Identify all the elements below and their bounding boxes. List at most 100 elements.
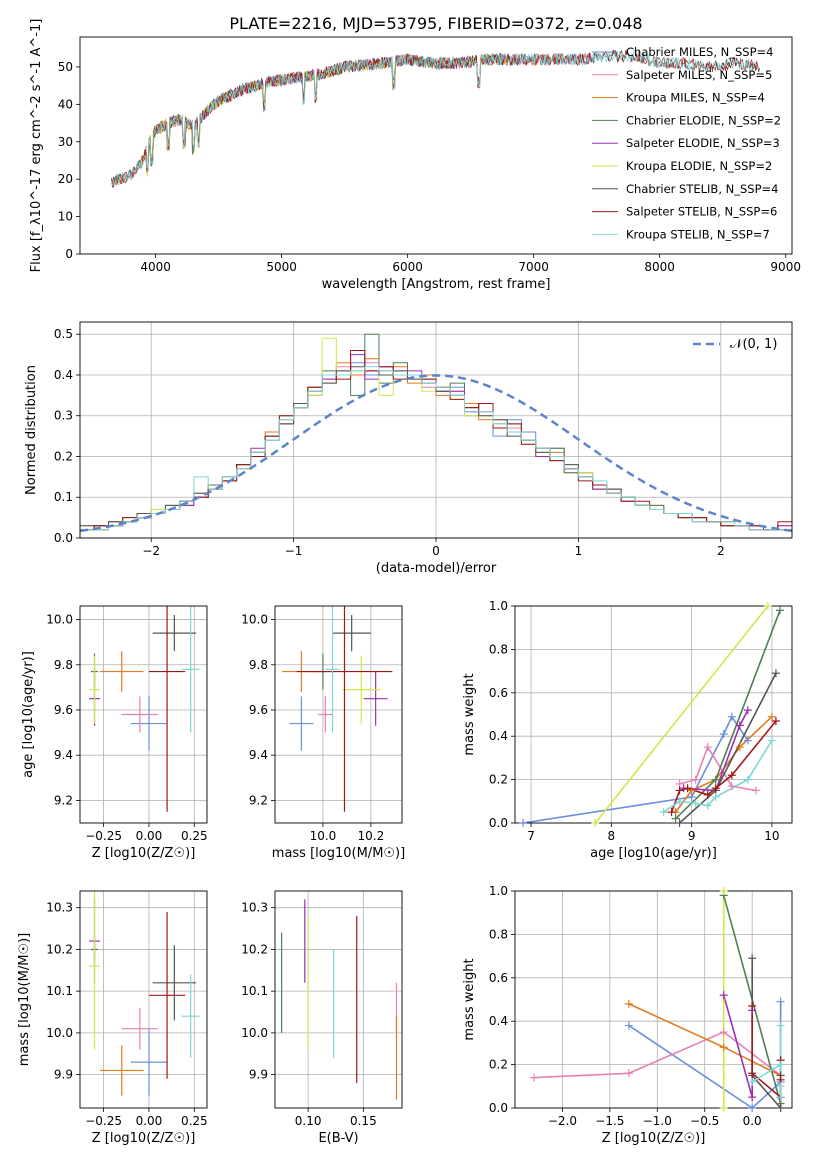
- age_vs_z-ytick-label: 10.0: [46, 613, 73, 627]
- mass_vs_z-ytick-label: 9.9: [54, 1068, 73, 1082]
- residuals-histogram-step: [80, 366, 792, 538]
- residuals-gauss-curve: [80, 374, 792, 533]
- weight_vs_z-point-marker: [748, 954, 757, 963]
- mass_vs_z-xtick-label: −0.25: [85, 1114, 122, 1128]
- weight_vs_z-point-marker: [776, 1104, 785, 1112]
- spectrum-ytick-label: 0: [65, 247, 73, 261]
- residuals-plot-area: [80, 333, 792, 538]
- weight_vs_z-point-marker: [748, 1069, 757, 1078]
- age_vs_z-xtick-label: −0.25: [85, 829, 122, 843]
- weight_vs_age-point-marker: [519, 819, 528, 827]
- weight_vs_z-ytick-label: 0.4: [489, 1014, 508, 1028]
- weight_vs_age-point-marker: [675, 797, 684, 806]
- mass_vs_z-xtick-label: 0.00: [136, 1114, 163, 1128]
- weight_vs_z-ylabel: mass weight: [462, 958, 477, 1040]
- residuals-panel: −2 −1 0 1 2 0.0 0.1 0.2 0.3 0.4 0.5 (data-model)/er…: [24, 321, 793, 576]
- residuals-ytick-label: 0.0: [54, 531, 73, 545]
- weight_vs_z-point-marker: [776, 1093, 785, 1102]
- weight_vs_z-point-marker: [624, 1021, 633, 1030]
- weight_vs_z-point-marker: [776, 1082, 785, 1091]
- weight_vs_age-point-marker: [763, 602, 772, 610]
- weight_vs_z-series-line: [722, 994, 753, 1098]
- weight_vs_age-plot-area: [522, 606, 781, 823]
- weight_vs_age-series-line: [522, 715, 749, 823]
- weight_vs_age-point-marker: [735, 743, 744, 752]
- weight_vs_age-point-marker: [683, 784, 692, 793]
- weight_vs_age-point-marker: [703, 801, 712, 810]
- weight_vs_age-point-marker: [691, 775, 700, 784]
- spectrum-legend-label: Kroupa ELODIE, N_SSP=2: [626, 159, 772, 173]
- weight_vs_age-xtick-label: 9: [688, 829, 696, 843]
- weight_vs_age-point-marker: [659, 808, 668, 817]
- weight_vs_age-point-marker: [703, 790, 712, 799]
- weight_vs_z-point-marker: [748, 1104, 757, 1112]
- age_vs_z-xtick-label: 0.25: [181, 829, 208, 843]
- residuals-xtick-label: 0: [432, 544, 440, 558]
- weight_vs_z-xtick-label: −0.5: [690, 1114, 719, 1128]
- weight_vs_age-xlabel: age [log10(age/yr)]: [590, 846, 717, 861]
- mass_vs_ebv-plot-area: [281, 899, 398, 1100]
- weight_vs_z-ytick-label: 0.0: [489, 1101, 508, 1115]
- weight_vs_z-xtick-label: −2.0: [548, 1114, 577, 1128]
- weight_vs_age-xtick-label: 8: [608, 829, 616, 843]
- weight_vs_age-point-marker: [687, 786, 696, 795]
- weight_vs_age-ytick-label: 0.8: [489, 642, 508, 656]
- age_vs_z-xlabel: Z [log10(Z/Z☉)]: [92, 846, 196, 861]
- weight_vs_age-series-line: [683, 709, 749, 792]
- age_vs_mass-ytick-label: 10.0: [241, 613, 268, 627]
- spectrum-series-line: [111, 52, 594, 186]
- weight_vs_age-point-marker: [743, 736, 752, 745]
- residuals-legend-label: 𝒩(0, 1): [730, 337, 777, 352]
- spectrum-frame: [79, 36, 793, 255]
- residuals-ytick-label: 0.1: [54, 490, 73, 504]
- weight_vs_z-point-marker: [776, 997, 785, 1006]
- spectrum-plot-area: [111, 49, 761, 188]
- mass_vs_ebv-ytick-label: 9.9: [249, 1068, 268, 1082]
- spectrum-series-line: [111, 52, 588, 186]
- weight_vs_age-xtick-label: 10: [764, 829, 779, 843]
- age_vs_z-ylabel: age [log10(age/yr)]: [21, 651, 36, 778]
- weight_vs_age-point-marker: [719, 730, 728, 739]
- weight_vs_age-point-marker: [727, 782, 736, 791]
- spectrum-xtick-label: 5000: [266, 260, 297, 274]
- mass_vs_z-ylabel: mass [log10(M/M☉)]: [17, 933, 32, 1066]
- spectrum-xtick-label: 6000: [392, 260, 423, 274]
- weight_vs_z-ytick-label: 0.8: [489, 927, 508, 941]
- mass_vs_ebv-ytick-label: 10.1: [241, 984, 268, 998]
- spectrum-panel: 4000 5000 6000 7000 8000 9000 0 10 20 30 40 50 wavel…: [29, 19, 801, 292]
- age_vs_z-xtick-label: 0.00: [136, 829, 163, 843]
- weight_vs_z-xtick-label: −1.5: [595, 1114, 624, 1128]
- weight_vs_age-point-marker: [711, 775, 720, 784]
- mass_vs_z-ytick-label: 10.3: [46, 901, 73, 915]
- residuals-xlabel: (data-model)/error: [376, 561, 497, 576]
- residuals-ylabel: Normed distribution: [24, 365, 39, 495]
- spectrum-legend-label: Chabrier STELIB, N_SSP=4: [626, 182, 778, 196]
- mass_vs_ebv-xlabel: E(B-V): [318, 1131, 358, 1146]
- age_vs_z-ytick-label: 9.8: [54, 658, 73, 672]
- weight_vs_z-xlabel: Z [log10(Z/Z☉)]: [602, 1131, 706, 1146]
- mass_vs_z-ytick-label: 10.2: [46, 942, 73, 956]
- weight_vs_age-point-marker: [667, 808, 676, 817]
- spectrum-legend-label: Kroupa STELIB, N_SSP=7: [626, 227, 770, 241]
- spectrum-ytick-label: 50: [58, 60, 73, 74]
- weight_vs_age-ytick-label: 0.0: [489, 816, 508, 830]
- weight_vs_age-point-marker: [691, 799, 700, 808]
- spectrum-legend-label: Chabrier ELODIE, N_SSP=2: [626, 113, 781, 127]
- weight_vs_z-point-marker: [776, 1021, 785, 1030]
- weight_vs_z-point-marker: [624, 1069, 633, 1078]
- weight_vs_age-point-marker: [727, 771, 736, 780]
- spectrum-legend-label: Chabrier MILES, N_SSP=4: [626, 45, 773, 59]
- mass_vs_ebv-ytick-label: 10.2: [241, 942, 268, 956]
- weight_vs_age-point-marker: [771, 717, 780, 726]
- age_vs_z-ytick-label: 9.6: [54, 703, 73, 717]
- weight_vs_z-xtick-label: −1.0: [643, 1114, 672, 1128]
- spectrum-legend-label: Salpeter MILES, N_SSP=5: [626, 68, 772, 82]
- weight_vs_age-point-marker: [703, 743, 712, 752]
- weight_vs_age-point-marker: [735, 721, 744, 730]
- spectrum-series-line: [111, 49, 760, 186]
- residuals-xtick-label: −1: [285, 544, 303, 558]
- weight_vs_z-point-marker: [748, 1002, 757, 1011]
- mass_vs_ebv-xtick-label: 0.15: [350, 1114, 377, 1128]
- weight_vs_age-ytick-label: 0.6: [489, 686, 508, 700]
- spectrum-legend-label: Kroupa MILES, N_SSP=4: [626, 91, 765, 105]
